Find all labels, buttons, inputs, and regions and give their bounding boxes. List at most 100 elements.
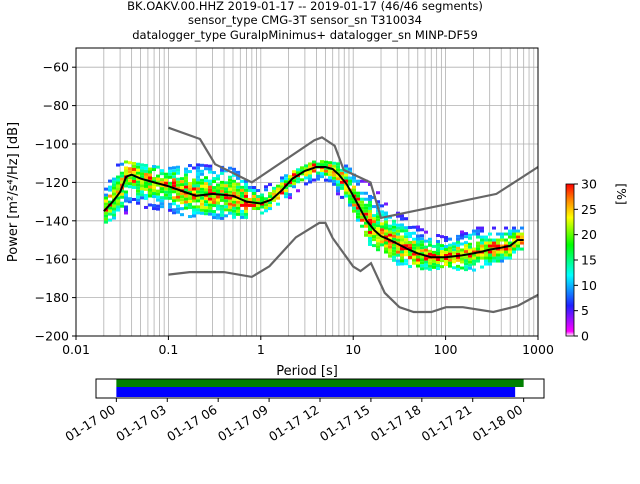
density-cell	[440, 244, 444, 248]
density-cell	[204, 212, 208, 216]
density-cell	[244, 191, 248, 195]
density-cell	[356, 209, 360, 213]
density-cell	[364, 224, 368, 228]
density-cell	[388, 242, 392, 246]
density-cell	[136, 189, 140, 193]
density-cell	[408, 252, 412, 256]
density-cell	[216, 207, 220, 211]
density-cell	[160, 169, 164, 173]
density-cell	[444, 248, 448, 252]
density-cell	[272, 192, 276, 196]
density-cell	[396, 229, 400, 233]
density-cell	[460, 242, 464, 246]
density-cell	[172, 190, 176, 194]
density-cell	[416, 243, 420, 247]
density-cell	[448, 243, 452, 247]
density-cell	[232, 188, 236, 192]
density-cell	[448, 246, 452, 250]
density-cell	[260, 211, 264, 215]
density-cell	[464, 244, 468, 248]
density-cell	[500, 259, 504, 263]
density-cell	[364, 191, 368, 195]
density-cell	[224, 184, 228, 188]
density-cell	[192, 205, 196, 209]
density-cell	[192, 178, 196, 182]
density-cell	[236, 197, 240, 201]
density-cell	[332, 164, 336, 168]
density-cell	[472, 256, 476, 260]
density-cell	[508, 250, 512, 254]
density-cell	[412, 231, 416, 235]
density-cell	[420, 249, 424, 253]
density-cell	[104, 199, 108, 203]
density-cell	[440, 259, 444, 263]
density-cell	[136, 183, 140, 187]
density-cell	[192, 181, 196, 185]
colorbar: 0 5 10 15 20 25 30 [%]	[565, 177, 629, 344]
density-cell	[224, 187, 228, 191]
density-cell	[400, 223, 404, 227]
density-cell	[336, 192, 340, 196]
density-cell	[176, 165, 180, 169]
density-cell	[500, 244, 504, 248]
density-cell	[184, 194, 188, 198]
density-cell	[196, 184, 200, 188]
y-tick-label: −200	[35, 329, 69, 344]
density-cell	[376, 236, 380, 240]
density-cell	[264, 197, 268, 201]
density-cell	[432, 262, 436, 266]
density-cell	[440, 253, 444, 257]
density-cell	[348, 167, 352, 171]
colorbar-tick-label: 0	[581, 329, 589, 344]
density-cell	[176, 168, 180, 172]
density-cell	[396, 259, 400, 263]
density-cell	[112, 210, 116, 214]
density-cell	[140, 175, 144, 179]
density-cell	[480, 241, 484, 245]
density-cell	[128, 185, 132, 189]
density-cell	[120, 195, 124, 199]
density-cell	[168, 208, 172, 212]
density-cell	[360, 203, 364, 207]
density-cell	[192, 184, 196, 188]
density-cell	[156, 183, 160, 187]
density-cell	[456, 252, 460, 256]
density-cell	[348, 176, 352, 180]
density-cell	[232, 179, 236, 183]
density-cell	[424, 230, 428, 234]
density-cell	[156, 198, 160, 202]
density-cell	[220, 216, 224, 220]
density-cell	[140, 169, 144, 173]
density-cell	[456, 234, 460, 238]
density-cell	[192, 211, 196, 215]
density-cell	[416, 225, 420, 229]
density-cell	[116, 196, 120, 200]
density-cell	[144, 166, 148, 170]
density-cell	[216, 213, 220, 217]
density-cell	[388, 236, 392, 240]
density-cell	[508, 241, 512, 245]
density-cell	[204, 206, 208, 210]
density-cell	[380, 225, 384, 229]
density-cell	[516, 247, 520, 251]
density-cell	[240, 185, 244, 189]
density-cell	[144, 169, 148, 173]
density-cell	[404, 217, 408, 221]
density-cell	[468, 254, 472, 258]
density-cell	[116, 187, 120, 191]
colorbar-ticks: 0 5 10 15 20 25 30	[574, 177, 597, 344]
density-cell	[488, 256, 492, 260]
timeline-tick-label: 01-17 06	[164, 402, 220, 445]
colorbar-tick-label: 20	[581, 227, 597, 242]
density-cell	[312, 160, 316, 164]
density-cell	[292, 182, 296, 186]
density-cell	[380, 222, 384, 226]
density-cell	[120, 201, 124, 205]
density-cell	[340, 186, 344, 190]
density-cell	[232, 170, 236, 174]
density-cell	[108, 188, 112, 192]
density-cell	[256, 195, 260, 199]
density-cell	[464, 262, 468, 266]
density-cell	[216, 195, 220, 199]
density-cell	[400, 238, 404, 242]
